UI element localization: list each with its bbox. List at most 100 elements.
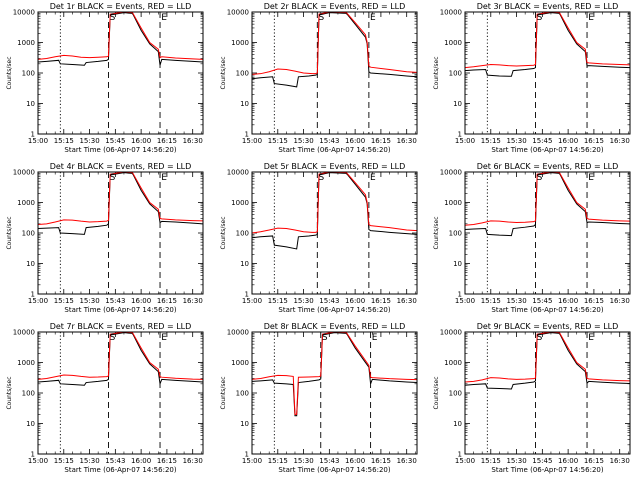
y-tick-label: 100 <box>22 230 35 238</box>
marker-label: S <box>537 173 543 183</box>
y-tick-label: 1 <box>31 451 35 459</box>
marker-label: E <box>588 333 594 343</box>
x-tick-label: 15:00 <box>28 137 48 145</box>
x-tick-label: 15:15 <box>54 457 74 465</box>
y-tick-label: 10000 <box>440 9 462 17</box>
marker-label: E <box>588 13 594 23</box>
x-tick-label: 16:15 <box>584 297 604 305</box>
red-lld-series-line <box>38 172 203 225</box>
plot-area <box>252 172 417 294</box>
black-events-series-line <box>252 12 417 88</box>
red-lld-series-line <box>252 332 417 415</box>
x-tick-label: 15:43 <box>319 137 339 145</box>
x-tick-label: 15:00 <box>455 297 475 305</box>
chart-panel-2: Det 2r BLACK = Events, RED = LLD 1 10 100 10… <box>220 2 418 154</box>
x-tick-label: 16:30 <box>397 137 417 145</box>
y-tick-label: 1 <box>245 451 249 459</box>
x-tick-label: 15:45 <box>532 137 552 145</box>
x-axis-label: Start Time (06-Apr-07 14:56:20) <box>491 146 603 154</box>
x-tick-label: 15:30 <box>79 297 99 305</box>
black-events-series-line <box>38 172 203 235</box>
marker-label: E <box>161 333 167 343</box>
x-tick-label: 16:15 <box>157 137 177 145</box>
marker-label: S <box>318 173 324 183</box>
y-tick-label: 1 <box>458 131 462 139</box>
plot-area <box>38 172 203 294</box>
marker-label: S <box>537 13 543 23</box>
y-tick-label: 100 <box>449 230 462 238</box>
y-axis-label: Counts/sec <box>220 56 227 89</box>
x-tick-label: 16:00 <box>558 137 578 145</box>
y-tick-label: 1 <box>245 131 249 139</box>
x-tick-label: 16:30 <box>610 297 630 305</box>
y-axis-label: Counts/sec <box>433 56 440 89</box>
x-tick-label: 15:15 <box>481 137 501 145</box>
chart-title: Det 3r BLACK = Events, RED = LLD <box>477 2 619 11</box>
x-tick-label: 16:15 <box>584 457 604 465</box>
marker-label: S <box>110 13 116 23</box>
x-tick-label: 15:15 <box>54 297 74 305</box>
chart-panel-3: Det 3r BLACK = Events, RED = LLD 1 10 100 10… <box>433 2 631 154</box>
red-lld-series-line <box>38 332 203 380</box>
chart-panel-1: Det 1r BLACK = Events, RED = LLD 1 10 100 10… <box>6 2 204 154</box>
x-tick-label: 16:00 <box>345 457 365 465</box>
x-axis-label: Start Time (06-Apr-07 14:56:20) <box>491 306 603 314</box>
y-tick-label: 1 <box>245 291 249 299</box>
x-tick-label: 15:15 <box>268 457 288 465</box>
x-tick-label: 15:43 <box>105 457 125 465</box>
y-tick-label: 10000 <box>13 329 35 337</box>
marker-label: E <box>370 13 376 23</box>
chart-title: Det 6r BLACK = Events, RED = LLD <box>477 162 619 171</box>
x-tick-label: 16:15 <box>157 457 177 465</box>
x-tick-label: 16:00 <box>131 457 151 465</box>
y-tick-label: 1000 <box>17 199 35 207</box>
y-axis-label: Counts/sec <box>6 376 13 409</box>
x-tick-label: 16:15 <box>371 137 391 145</box>
chart-title: Det 5r BLACK = Events, RED = LLD <box>264 162 406 171</box>
black-events-series-line <box>465 172 630 237</box>
chart-panel-8: Det 8r BLACK = Events, RED = LLD 1 10 100 10… <box>220 322 418 474</box>
y-tick-label: 10 <box>240 260 249 268</box>
x-tick-label: 15:45 <box>532 457 552 465</box>
y-tick-label: 1000 <box>231 39 249 47</box>
x-tick-label: 15:30 <box>79 457 99 465</box>
x-tick-label: 15:30 <box>79 137 99 145</box>
chart-title: Det 7r BLACK = Events, RED = LLD <box>50 322 192 331</box>
x-tick-label: 16:30 <box>397 297 417 305</box>
y-tick-label: 10 <box>26 260 35 268</box>
x-axis-label: Start Time (06-Apr-07 14:56:20) <box>64 306 176 314</box>
marker-label: S <box>110 173 116 183</box>
y-tick-label: 1000 <box>231 199 249 207</box>
x-tick-label: 16:30 <box>610 457 630 465</box>
y-tick-label: 1000 <box>17 39 35 47</box>
plot-frame <box>464 11 631 135</box>
chart-title: Det 9r BLACK = Events, RED = LLD <box>477 322 619 331</box>
x-tick-label: 15:15 <box>268 137 288 145</box>
plot-frame <box>251 11 418 135</box>
y-tick-label: 1000 <box>231 359 249 367</box>
y-tick-label: 10 <box>453 260 462 268</box>
chart-panel-5: Det 5r BLACK = Events, RED = LLD 1 10 100 10… <box>220 162 418 314</box>
x-tick-label: 16:30 <box>610 137 630 145</box>
y-tick-label: 1 <box>31 131 35 139</box>
black-events-series-line <box>252 172 417 250</box>
y-tick-label: 1 <box>31 291 35 299</box>
x-tick-label: 15:30 <box>506 297 526 305</box>
y-axis-label: Counts/sec <box>6 216 13 249</box>
plot-area <box>465 332 630 454</box>
plot-frame <box>464 331 631 455</box>
y-axis-label: Counts/sec <box>220 216 227 249</box>
y-tick-label: 10000 <box>13 169 35 177</box>
y-tick-label: 100 <box>236 70 249 78</box>
x-tick-label: 15:00 <box>28 297 48 305</box>
y-tick-label: 1000 <box>17 359 35 367</box>
y-tick-label: 10000 <box>13 9 35 17</box>
x-tick-label: 15:43 <box>105 297 125 305</box>
black-events-series-line <box>38 332 203 386</box>
y-tick-label: 10000 <box>440 329 462 337</box>
marker-label: S <box>322 333 328 343</box>
black-events-series-line <box>465 12 630 77</box>
y-tick-label: 100 <box>22 390 35 398</box>
marker-label: S <box>110 333 116 343</box>
